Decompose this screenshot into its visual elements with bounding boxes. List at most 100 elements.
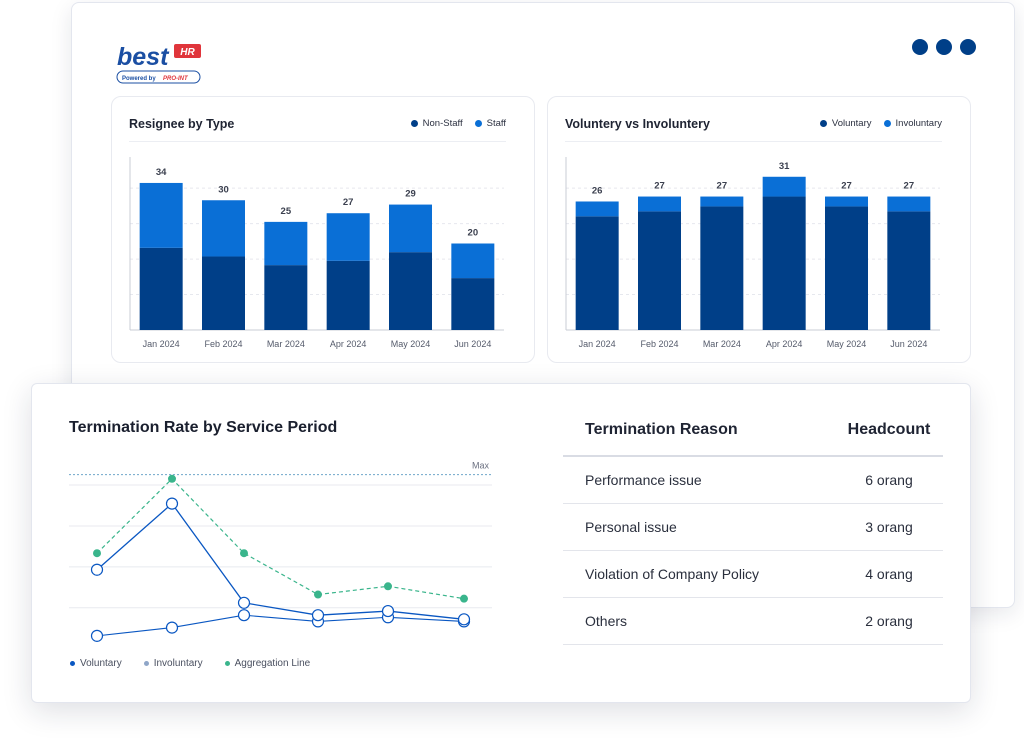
voluntary-vs-involuntary-panel: Voluntery vs Involuntery Voluntary Invol… [547, 96, 971, 363]
bar-value-label: 27 [841, 181, 852, 192]
headcount-cell: 4 orang [865, 566, 913, 582]
resignee-chart-title: Resignee by Type [129, 117, 235, 131]
legend-item-voluntary[interactable]: Voluntary [819, 118, 872, 129]
table-header-row: Termination Reason Headcount [563, 404, 943, 457]
bar-segment-voluntary [700, 206, 744, 330]
header-headcount[interactable]: Headcount [847, 420, 931, 438]
data-point-aggregation [460, 594, 468, 603]
legend-item-voluntary[interactable]: Voluntary [70, 658, 122, 669]
x-tick-label: Jun 2024 [890, 339, 927, 349]
voluntary-legend: Voluntary Involuntary [819, 118, 942, 129]
bar-segment-voluntary [575, 216, 619, 330]
bar-segment-staff [202, 200, 245, 257]
x-tick-label: Feb 2024 [204, 339, 242, 349]
x-tick-label: Jan 2024 [579, 339, 616, 349]
table-row[interactable]: Personal issue 3 orang [563, 504, 943, 551]
line-series-voluntary [96, 502, 465, 620]
x-tick-label: Apr 2024 [766, 339, 803, 349]
voluntary-bar-chart: 26 Jan 2024 27 Feb 2024 27 Mar 2024 31 Apr 2024… [565, 157, 940, 349]
table-row[interactable]: Violation of Company Policy 4 orang [563, 551, 943, 598]
bar-segment-involuntary [638, 196, 681, 212]
legend-item-staff[interactable]: Staff [474, 118, 506, 129]
bar-segment-staff [139, 182, 183, 248]
legend-label: Non-Staff [422, 118, 463, 129]
legend-dot-icon [224, 661, 230, 666]
bar-segment-staff [326, 213, 370, 261]
bar-segment-staff [264, 221, 308, 266]
legend-item-involuntary[interactable]: Involuntary [143, 658, 203, 669]
data-point-aggregation [93, 549, 101, 558]
bar-segment-involuntary [575, 201, 619, 217]
bar-value-label: 34 [156, 167, 167, 178]
logo-badge: HR [180, 47, 195, 58]
data-point-aggregation [240, 549, 248, 558]
bar-segment-involuntary [887, 196, 931, 212]
bar-segment-non-staff [202, 256, 245, 330]
menu-dot [960, 39, 976, 55]
data-point-voluntary [237, 596, 251, 609]
logo-powered-by: Powered by [122, 76, 156, 82]
data-point-involuntary [90, 629, 104, 642]
legend-dot-icon [410, 120, 418, 127]
termination-line-chart: Max [69, 461, 492, 642]
legend-dot-icon [143, 661, 149, 666]
reason-cell: Performance issue [585, 472, 702, 488]
reason-cell: Personal issue [585, 519, 677, 535]
panel-divider [129, 141, 506, 142]
termination-legend: Voluntary Involuntary Aggregation Line [70, 658, 310, 669]
legend-item-aggregation[interactable]: Aggregation Line [224, 658, 310, 669]
bar-segment-involuntary [700, 196, 744, 207]
bar-segment-non-staff [264, 265, 308, 330]
line-series-involuntary [96, 614, 465, 637]
legend-dot-icon [819, 120, 827, 127]
bar-value-label: 27 [904, 181, 915, 192]
legend-item-involuntary[interactable]: Involuntary [883, 118, 942, 129]
x-tick-label: May 2024 [827, 339, 867, 349]
bar-value-label: 27 [654, 181, 665, 192]
bar-segment-voluntary [825, 206, 868, 330]
headcount-cell: 3 orang [865, 519, 913, 535]
legend-label: Voluntary [80, 658, 122, 669]
bar-value-label: 31 [779, 161, 790, 172]
data-point-voluntary [90, 563, 104, 576]
menu-dot [936, 39, 952, 55]
data-point-aggregation [384, 582, 392, 591]
legend-dot-icon [883, 120, 891, 127]
legend-label: Voluntary [831, 118, 872, 129]
logo-partner: PRO-INT [163, 76, 189, 82]
bar-segment-non-staff [451, 278, 495, 330]
legend-dot-icon [474, 120, 482, 127]
panel-divider [565, 141, 942, 142]
best-hr-logo: best HR Powered by PRO-INT [116, 40, 206, 88]
bar-value-label: 20 [468, 228, 479, 239]
data-point-involuntary [237, 609, 251, 622]
data-point-voluntary [457, 613, 471, 626]
bar-segment-staff [389, 204, 432, 253]
headcount-cell: 2 orang [865, 613, 913, 629]
logo-badge-bg [174, 44, 201, 58]
reason-cell: Violation of Company Policy [585, 566, 760, 582]
legend-label: Involuntary [895, 118, 942, 129]
table-row[interactable]: Performance issue 6 orang [563, 457, 943, 504]
header-reason[interactable]: Termination Reason [585, 420, 738, 438]
x-tick-label: May 2024 [391, 339, 431, 349]
data-point-voluntary [165, 497, 179, 510]
data-point-involuntary [165, 621, 179, 634]
termination-reason-table: Termination Reason Headcount Performance… [563, 404, 943, 645]
bar-segment-voluntary [887, 211, 931, 330]
three-dots-icon[interactable] [912, 39, 976, 55]
bar-value-label: 27 [343, 197, 354, 208]
legend-label: Involuntary [153, 658, 203, 669]
legend-label: Staff [486, 118, 506, 129]
termination-card: Termination Rate by Service Period Max V… [31, 383, 971, 703]
bar-value-label: 29 [405, 189, 416, 200]
table-row[interactable]: Others 2 orang [563, 598, 943, 645]
bar-value-label: 27 [717, 181, 728, 192]
logo-graphic: best HR Powered by PRO-INT [116, 43, 201, 84]
x-tick-label: Feb 2024 [640, 339, 678, 349]
line-series-aggregation [96, 477, 465, 600]
bar-segment-staff [451, 243, 495, 279]
logo-powered-pill [116, 70, 201, 84]
legend-dot-icon [70, 661, 75, 666]
legend-item-non-staff[interactable]: Non-Staff [410, 118, 463, 129]
